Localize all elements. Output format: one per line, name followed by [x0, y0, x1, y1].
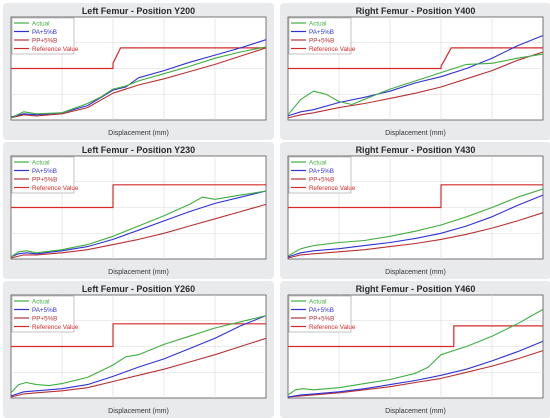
series-line-pp-5-b — [10, 47, 267, 119]
legend-label: Reference Value — [32, 324, 79, 331]
legend-label: PA+5%B — [32, 29, 57, 36]
line-chart: Actual PA+5%BPP+5%B Reference Value — [287, 294, 544, 399]
series-line-actual — [287, 188, 544, 257]
series-line-pa-5-b — [287, 340, 544, 398]
series-line-actual — [10, 46, 267, 119]
legend: Actual PA+5%BPP+5%B Reference Value — [11, 17, 79, 55]
legend-label: PA+5%B — [32, 307, 57, 314]
line-chart: Actual PA+5%BPP+5%B Reference Value — [10, 16, 267, 121]
line-chart: Actual PA+5%BPP+5%B Reference Value — [10, 155, 267, 260]
series-line-pa-5-b — [10, 39, 267, 118]
x-axis-label: Displacement (mm) — [108, 130, 169, 137]
chart-panel: Right Femur - Position Y430Force (kN)Dis… — [280, 142, 550, 279]
series-line-reference-value — [11, 47, 266, 70]
legend-label: Actual — [32, 159, 50, 166]
chart-panel: Right Femur - Position Y460Force (kN)Dis… — [280, 281, 550, 418]
series-line-pa-5-b — [287, 194, 544, 258]
series-line-reference-value — [11, 323, 266, 348]
x-axis-label: Displacement (mm) — [385, 130, 446, 137]
line-chart: Actual PA+5%BPP+5%B Reference Value — [287, 16, 544, 121]
series-line-pp-5-b — [287, 212, 544, 259]
legend-label: Actual — [32, 298, 50, 305]
legend: Actual PA+5%BPP+5%B Reference Value — [11, 295, 79, 333]
legend-label: Reference Value — [309, 185, 356, 192]
legend: Actual PA+5%BPP+5%B Reference Value — [288, 295, 356, 333]
chart-panel: Left Femur - Position Y260Force (kN)Disp… — [3, 281, 274, 418]
series-line-pp-5-b — [10, 337, 267, 398]
series-line-reference-value — [288, 325, 543, 348]
legend-label: PP+5%B — [32, 176, 57, 183]
legend: Actual PA+5%BPP+5%B Reference Value — [288, 156, 356, 194]
legend-label: Actual — [32, 20, 50, 27]
chart-title: Right Femur - Position Y460 — [355, 284, 476, 294]
legend-label: PP+5%B — [309, 176, 334, 183]
legend-label: PA+5%B — [32, 168, 57, 175]
line-chart: Actual PA+5%BPP+5%B Reference Value — [10, 294, 267, 399]
series-line-actual — [10, 190, 267, 258]
chart-title: Left Femur - Position Y230 — [81, 145, 196, 155]
legend-label: Reference Value — [309, 324, 356, 331]
series-line-reference-value — [288, 184, 543, 209]
chart-title: Right Femur - Position Y430 — [355, 145, 476, 155]
legend-label: Actual — [309, 20, 327, 27]
series-line-reference-value — [288, 47, 543, 70]
chart-panel: Left Femur - Position Y200Force (kN)Disp… — [3, 3, 274, 140]
chart-title: Left Femur - Position Y260 — [81, 284, 196, 294]
series-line-pa-5-b — [10, 315, 267, 397]
legend-label: PP+5%B — [309, 37, 334, 44]
legend-label: PA+5%B — [309, 29, 334, 36]
chart-panel: Right Femur - Position Y400Force (kN)Dis… — [280, 3, 550, 140]
legend: Actual PA+5%BPP+5%B Reference Value — [11, 156, 79, 194]
legend-label: Reference Value — [309, 46, 356, 53]
legend-label: PP+5%B — [32, 37, 57, 44]
legend-label: Actual — [309, 298, 327, 305]
legend: Actual PA+5%BPP+5%B Reference Value — [288, 17, 356, 55]
legend-label: Reference Value — [32, 46, 79, 53]
x-axis-label: Displacement (mm) — [385, 269, 446, 276]
series-line-pa-5-b — [287, 34, 544, 117]
series-line-actual — [287, 53, 544, 116]
legend-label: Actual — [309, 159, 327, 166]
x-axis-label: Displacement (mm) — [108, 408, 169, 415]
x-axis-label: Displacement (mm) — [385, 408, 446, 415]
series-line-actual — [10, 315, 267, 394]
legend-label: PA+5%B — [309, 307, 334, 314]
series-line-pp-5-b — [287, 51, 544, 119]
chart-title: Left Femur - Position Y200 — [81, 6, 196, 16]
legend-label: PP+5%B — [32, 315, 57, 322]
line-chart: Actual PA+5%BPP+5%B Reference Value — [287, 155, 544, 260]
legend-label: Reference Value — [32, 185, 79, 192]
series-line-pp-5-b — [287, 350, 544, 398]
series-line-pa-5-b — [10, 190, 267, 258]
x-axis-label: Displacement (mm) — [108, 269, 169, 276]
chart-title: Right Femur - Position Y400 — [355, 6, 476, 16]
series-line-actual — [287, 308, 544, 396]
series-line-pp-5-b — [10, 203, 267, 259]
legend-label: PA+5%B — [309, 168, 334, 175]
series-line-reference-value — [11, 184, 266, 209]
chart-panel: Left Femur - Position Y230Force (kN)Disp… — [3, 142, 274, 279]
legend-label: PP+5%B — [309, 315, 334, 322]
